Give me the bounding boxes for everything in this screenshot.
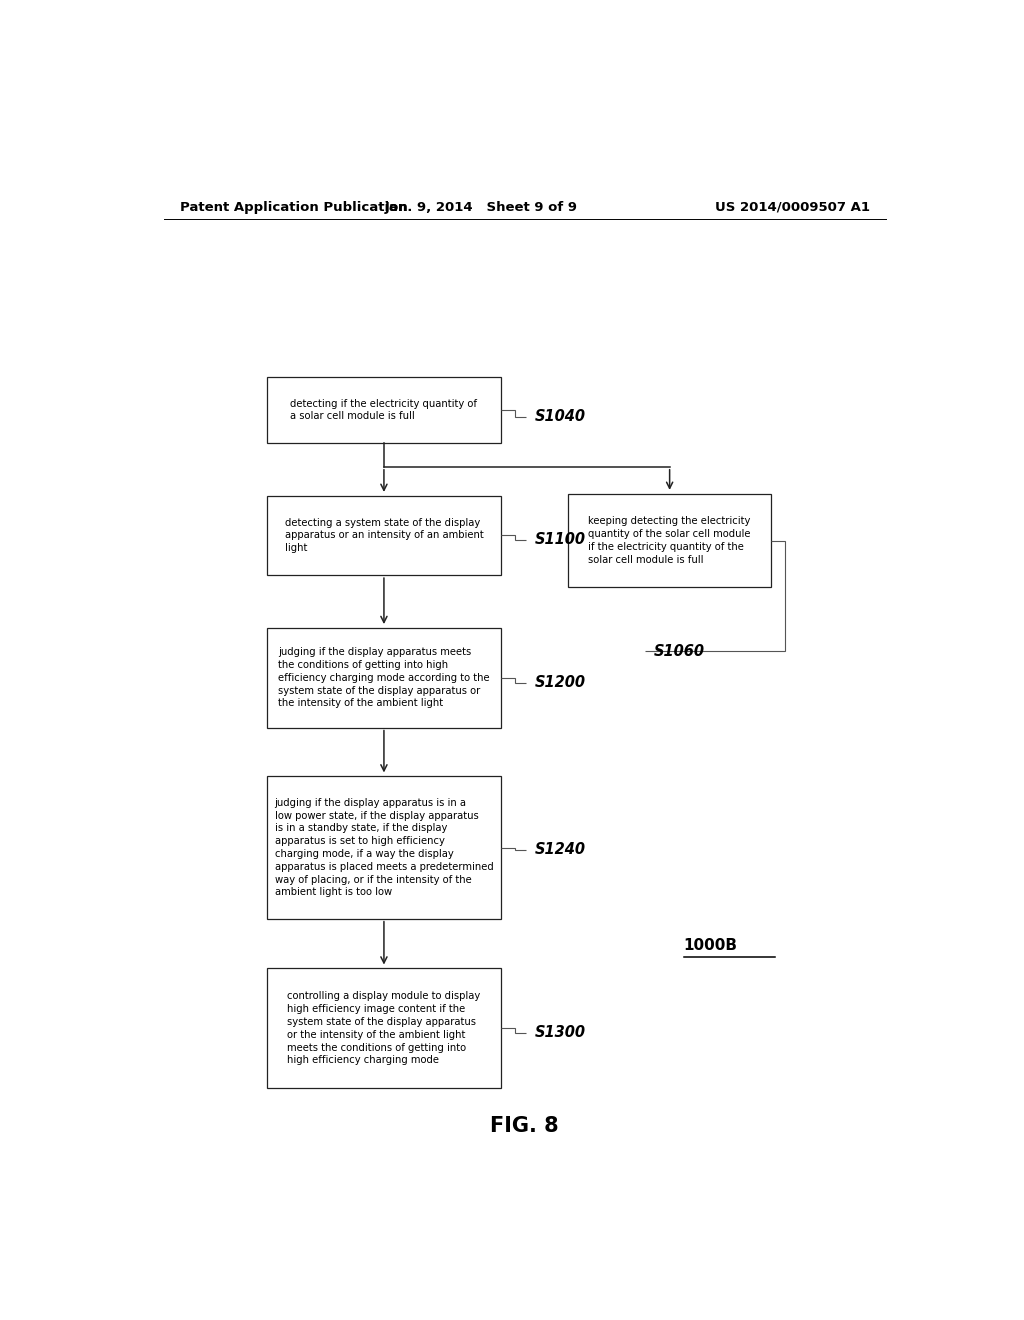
Text: S1040: S1040: [535, 409, 586, 424]
Text: Jan. 9, 2014   Sheet 9 of 9: Jan. 9, 2014 Sheet 9 of 9: [385, 201, 578, 214]
Text: S1300: S1300: [535, 1026, 586, 1040]
FancyBboxPatch shape: [267, 378, 501, 444]
Text: detecting a system state of the display
apparatus or an intensity of an ambient
: detecting a system state of the display …: [285, 517, 483, 553]
Text: FIG. 8: FIG. 8: [490, 1115, 559, 1137]
FancyBboxPatch shape: [267, 496, 501, 576]
Text: S1060: S1060: [653, 644, 705, 659]
FancyBboxPatch shape: [568, 494, 771, 587]
Text: S1200: S1200: [535, 676, 586, 690]
Text: Patent Application Publication: Patent Application Publication: [179, 201, 408, 214]
Text: 1000B: 1000B: [684, 939, 737, 953]
Text: US 2014/0009507 A1: US 2014/0009507 A1: [715, 201, 870, 214]
FancyBboxPatch shape: [267, 776, 501, 919]
Text: S1240: S1240: [535, 842, 586, 857]
Text: detecting if the electricity quantity of
a solar cell module is full: detecting if the electricity quantity of…: [291, 399, 477, 421]
Text: judging if the display apparatus is in a
low power state, if the display apparat: judging if the display apparatus is in a…: [274, 797, 494, 898]
Text: S1100: S1100: [535, 532, 586, 546]
Text: keeping detecting the electricity
quantity of the solar cell module
if the elect: keeping detecting the electricity quanti…: [589, 516, 751, 565]
Text: controlling a display module to display
high efficiency image content if the
sys: controlling a display module to display …: [288, 991, 480, 1065]
FancyBboxPatch shape: [267, 969, 501, 1089]
FancyBboxPatch shape: [267, 628, 501, 727]
Text: judging if the display apparatus meets
the conditions of getting into high
effic: judging if the display apparatus meets t…: [279, 647, 489, 709]
